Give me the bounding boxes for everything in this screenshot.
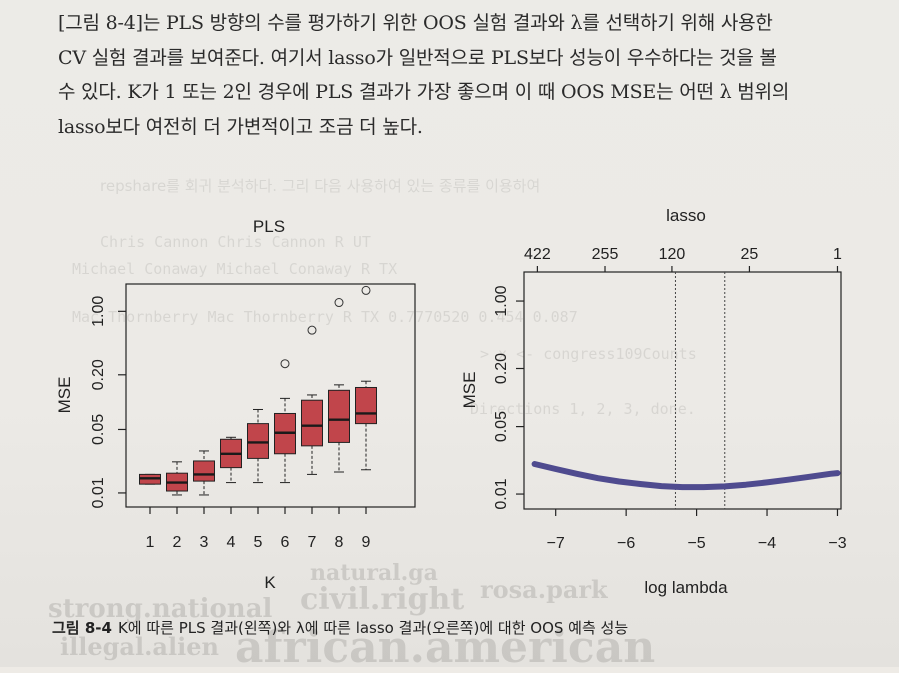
x-tick-label: 7 (308, 534, 317, 551)
cv-mse-line (531, 461, 841, 491)
x-tick-label: −5 (687, 535, 705, 552)
top-tick-label: 422 (524, 246, 551, 263)
paragraph-line: 수 있다. K가 1 또는 2인 경우에 PLS 결과가 가장 좋으며 이 때 … (58, 81, 790, 103)
caption-text: K에 따른 PLS 결과(왼쪽)와 λ에 따른 lasso 결과(오른쪽)에 대… (117, 619, 629, 637)
box-outlier (361, 285, 371, 295)
box-outlier (334, 298, 344, 308)
bleed-word: african.american (235, 622, 656, 673)
x-tick-label: −4 (758, 535, 776, 552)
box-body (193, 460, 215, 482)
y-tick-label: 0.20 (90, 359, 107, 390)
top-tick-label: 25 (741, 246, 759, 263)
x-tick-label: 9 (362, 534, 371, 551)
box-body (328, 389, 350, 443)
y-tick-label: 0.05 (90, 414, 107, 445)
x-tick-label: 8 (335, 534, 344, 551)
top-tick-label: 120 (659, 246, 686, 263)
x-tick-label: −7 (547, 535, 565, 552)
pls-chart: PLS 0.01 0.05 0.20 1.00 1 2 3 4 5 6 7 8 9 MSE K (55, 217, 416, 592)
x-tick-label: −3 (828, 535, 846, 552)
bleed-line: repshare를 회귀 분석하다. 그리 다음 사용하여 있는 종류를 이용하… (100, 177, 541, 195)
bleed-line: Michael Conaway Michael Conaway R TX (72, 260, 398, 278)
bleed-word: rosa.park (480, 575, 608, 604)
body-paragraph: [그림 8-4]는 PLS 방향의 수를 평가하기 위한 OOS 실험 결과와 … (58, 6, 848, 144)
paragraph-line: [그림 8-4]는 PLS 방향의 수를 평가하기 위한 OOS 실험 결과와 … (58, 12, 773, 34)
line-series (531, 461, 841, 491)
box-body (301, 399, 323, 447)
box-outlier (280, 359, 290, 369)
x-tick-label: 1 (146, 534, 155, 551)
x-axis-label: K (264, 573, 276, 592)
x-axis: 1 2 3 4 5 6 7 8 9 (146, 507, 371, 551)
y-axis-label: MSE (460, 372, 479, 409)
plot-frame (523, 271, 842, 510)
bleed-line: Directions 1, 2, 3, done. (470, 400, 696, 418)
x-tick-label: 4 (227, 534, 236, 551)
y-axis-label: MSE (55, 377, 74, 414)
x-tick-label: 6 (281, 534, 290, 551)
box-body (247, 423, 269, 459)
y-tick-label: 0.01 (493, 478, 510, 509)
y-tick-label: 0.05 (493, 411, 510, 442)
top-tick-label: 255 (592, 246, 619, 263)
y-tick-label: 0.20 (493, 353, 510, 384)
y-axis: 0.01 0.05 0.20 1.00 (90, 296, 126, 509)
x-axis-label: log lambda (644, 578, 728, 597)
chart-title: PLS (253, 217, 285, 236)
box-series (139, 285, 377, 496)
bleed-word: civil.right (300, 582, 465, 617)
x-tick-label: 2 (173, 534, 182, 551)
bleed-word: illegal.alien (60, 632, 219, 661)
top-axis: 422 255 120 25 1 (524, 246, 842, 272)
x-tick-label: −6 (617, 535, 635, 552)
figure-caption: 그림 8-4 K에 따른 PLS 결과(왼쪽)와 λ에 따른 lasso 결과(오… (52, 617, 628, 638)
bleed-line: Chris Cannon Chris Cannon R UT (100, 233, 371, 251)
plot-frame (125, 283, 416, 508)
paragraph-line: lasso보다 여전히 더 가변적이고 조금 더 높다. (58, 115, 423, 138)
paragraph-line: CV 실험 결과를 보여준다. 여기서 lasso가 일반적으로 PLS보다 성… (58, 46, 777, 69)
x-tick-label: 5 (254, 534, 263, 551)
box-body (355, 386, 377, 425)
y-tick-label: 0.01 (90, 477, 107, 508)
top-tick-label: 1 (833, 246, 842, 263)
bleed-line: Mac Thornberry Mac Thornberry R TX 0.777… (72, 308, 578, 326)
bleed-line: > x <- congress109Counts (480, 345, 697, 363)
y-axis: 0.01 0.05 0.20 1.00 (493, 285, 524, 510)
y-tick-label: 1.00 (90, 296, 107, 327)
bleed-word: natural.ga (310, 560, 438, 586)
selection-lines (674, 272, 726, 509)
figure-number: 그림 8-4 (52, 619, 112, 637)
lasso-chart: lasso 0.01 0.05 0.20 1.00 −7 −6 −5 −4 −3 422 255… (460, 206, 847, 597)
chart-title: lasso (666, 206, 706, 225)
x-tick-label: 3 (200, 534, 209, 551)
box-outlier (307, 325, 317, 335)
x-axis: −7 −6 −5 −4 −3 (547, 509, 847, 552)
y-tick-label: 1.00 (493, 285, 510, 316)
bleed-word: strong.national (48, 594, 273, 624)
